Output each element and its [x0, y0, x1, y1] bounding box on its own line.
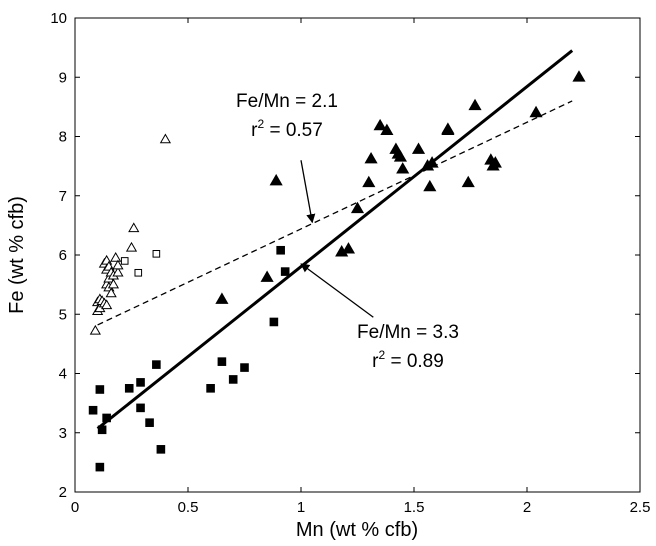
y-tick-label: 5	[59, 306, 67, 323]
data-point-filled-triangle	[488, 156, 502, 168]
annotation-arrow	[300, 160, 316, 224]
data-point-filled-triangle	[269, 173, 283, 186]
data-point-filled-square	[95, 385, 105, 394]
data-point-filled-triangle	[341, 242, 356, 254]
data-point-filled-square	[280, 267, 290, 276]
data-point-filled-triangle	[260, 270, 274, 282]
regression-line-solid	[96, 49, 574, 430]
data-point-filled-square	[269, 317, 279, 327]
data-point-filled-square	[95, 462, 105, 472]
data-point-filled-square	[88, 405, 98, 415]
y-tick-label: 8	[59, 129, 67, 146]
x-tick-label: 1.5	[404, 499, 425, 516]
annotation-arrow	[300, 263, 374, 318]
data-point-filled-triangle	[423, 179, 437, 192]
data-point-filled-square	[124, 384, 134, 393]
y-tick-label: 6	[59, 247, 67, 264]
data-point-filled-square	[97, 425, 107, 435]
data-point-filled-square	[156, 445, 166, 454]
y-axis-title: Fe (wt % cfb)	[6, 196, 28, 314]
regression-line-dashed	[97, 100, 573, 326]
data-point-filled-triangle	[411, 142, 426, 154]
data-point-open-triangle	[89, 324, 101, 335]
data-point-filled-square	[136, 403, 145, 413]
data-point-open-square	[152, 250, 161, 258]
data-point-filled-square	[240, 363, 249, 372]
data-point-open-square	[120, 257, 129, 265]
data-point-open-triangle	[128, 222, 140, 233]
y-tick-label: 10	[50, 10, 67, 27]
annotation-r: r	[372, 351, 379, 372]
data-point-filled-triangle	[425, 156, 439, 168]
annotation-r-value: = 0.57	[264, 120, 323, 141]
annotation-r: r	[251, 120, 258, 141]
y-tick-label: 3	[59, 425, 67, 442]
x-tick-label: 2	[523, 499, 531, 516]
annotation-r-value: = 0.89	[385, 351, 444, 372]
data-point-filled-triangle	[364, 152, 378, 164]
data-point-open-triangle	[112, 259, 124, 270]
data-point-filled-triangle	[468, 98, 482, 111]
x-tick-label: 2.5	[630, 499, 651, 516]
data-point-filled-square	[136, 378, 145, 387]
x-tick-label: 1	[297, 499, 305, 516]
axis-ticks: 0 0.5 1 1.5 2 2.5 2 3 4 5 6 7 8 9 10	[50, 10, 650, 516]
y-tick-label: 2	[59, 484, 67, 501]
x-tick-label: 0	[71, 499, 79, 516]
data-point-filled-triangle	[529, 105, 543, 118]
data-point-filled-triangle	[362, 175, 376, 188]
annotation-r-squared: r2 = 0.57	[251, 117, 323, 141]
annotation-ratio: Fe/Mn = 3.3	[357, 322, 459, 343]
data-point-filled-square	[228, 375, 238, 384]
annotation-superscript: 2	[258, 117, 265, 131]
data-point-filled-triangle	[461, 175, 475, 188]
x-axis-title: Mn (wt % cfb)	[296, 519, 418, 541]
annotation-ratio: Fe/Mn = 2.1	[236, 91, 338, 112]
data-point-filled-triangle	[380, 123, 394, 135]
data-point-filled-triangle	[441, 123, 455, 135]
data-point-filled-triangle	[350, 201, 365, 214]
data-point-filled-square	[152, 360, 161, 369]
data-point-filled-square	[206, 384, 215, 393]
y-tick-label: 9	[59, 69, 67, 86]
y-tick-label: 7	[59, 188, 67, 205]
data-point-open-triangle	[105, 287, 117, 298]
data-point-filled-triangle	[373, 118, 387, 131]
data-point-open-triangle	[101, 299, 113, 310]
fit-lines	[96, 49, 574, 430]
data-point-filled-square	[102, 413, 111, 423]
data-point-open-triangle	[159, 133, 172, 144]
data-point-open-square	[134, 268, 143, 277]
data-point-filled-triangle	[393, 150, 408, 162]
annotation-superscript: 2	[379, 348, 386, 362]
data-point-filled-triangle	[396, 162, 410, 174]
data-points	[88, 70, 586, 472]
data-point-open-triangle	[112, 266, 124, 277]
data-point-filled-square	[217, 357, 227, 366]
data-point-filled-square	[276, 245, 285, 255]
data-point-open-triangle	[125, 241, 138, 252]
annotation-r-squared: r2 = 0.89	[372, 348, 444, 372]
x-tick-label: 0.5	[178, 499, 199, 516]
data-point-open-triangle	[107, 278, 120, 289]
data-point-filled-square	[145, 418, 154, 427]
data-point-open-triangle	[110, 251, 122, 262]
y-tick-label: 4	[59, 366, 67, 383]
data-point-filled-triangle	[572, 70, 586, 82]
data-point-filled-triangle	[215, 292, 229, 304]
